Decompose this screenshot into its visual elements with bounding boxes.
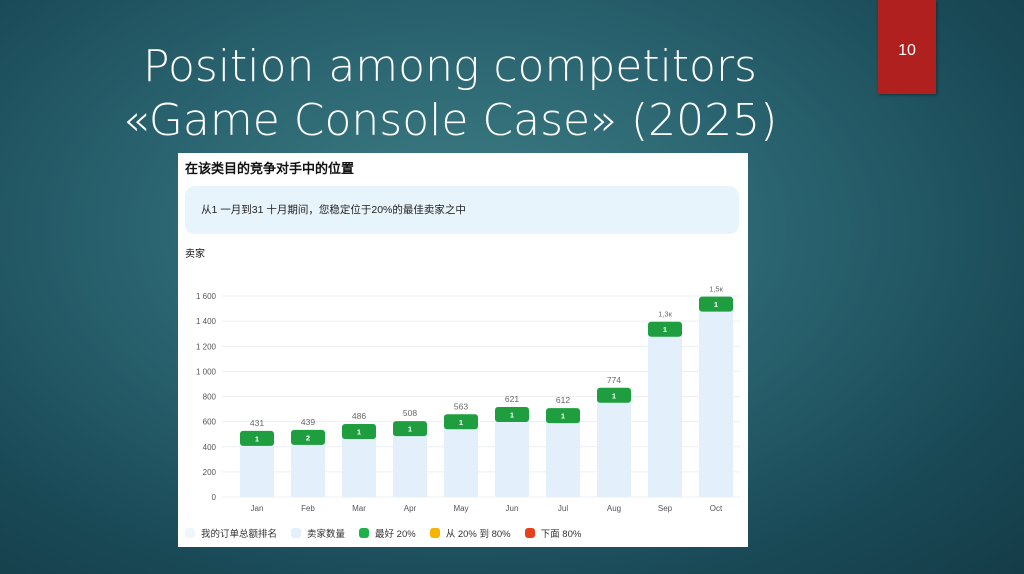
y-tick-label: 800 [203, 393, 217, 402]
rank-badge [444, 414, 478, 430]
rank-label: 1 [714, 300, 718, 309]
legend-label: 卖家数量 [307, 529, 346, 540]
legend-swatch [429, 528, 440, 538]
rank-label: 1 [459, 418, 463, 427]
legend-swatch [359, 528, 370, 538]
rank-badge [393, 421, 427, 437]
rank-badge [546, 408, 580, 424]
y-tick-label: 600 [203, 418, 217, 427]
rank-label: 2 [306, 433, 310, 442]
info-banner: 从1 一月到31 十月期间，您稳定位于20%的最佳卖家之中 [185, 186, 739, 234]
rank-badge [495, 406, 529, 422]
bar [342, 435, 376, 497]
bar [444, 426, 478, 497]
rank-badge [699, 296, 733, 312]
rank-label: 1 [663, 325, 667, 334]
rank-badge [342, 423, 376, 439]
legend-item[interactable]: 最好 20% [359, 526, 416, 540]
bar [291, 441, 325, 497]
y-axis-title: 卖家 [185, 249, 205, 260]
x-tick-label: Jul [558, 504, 568, 513]
chart-panel: 在该类目的竞争对手中的位置 从1 一月到31 十月期间，您稳定位于20%的最佳卖… [178, 153, 748, 547]
legend-label: 我的订单总额排名 [201, 529, 278, 540]
slide-title: Position among competitors «Game Console … [100, 40, 800, 148]
legend-label: 最好 20% [375, 529, 416, 540]
value-label: 1,3к [658, 310, 672, 319]
value-label: 621 [505, 394, 519, 404]
y-tick-label: 1 000 [196, 367, 217, 376]
legend-swatch [291, 528, 302, 538]
bar [393, 433, 427, 497]
value-label: 563 [454, 401, 468, 411]
bar [495, 418, 529, 497]
rank-badge [291, 429, 325, 445]
rank-badge [240, 430, 274, 446]
bar [648, 333, 682, 497]
y-tick-label: 200 [203, 468, 217, 477]
legend-swatch [185, 528, 195, 538]
rank-badge [648, 321, 682, 337]
slide-number: 10 [878, 0, 936, 94]
bar-chart: 0 200 400 600 800 1 000 1 200 1 400 1 600 1 431 Jan… [196, 285, 740, 513]
x-tick-label: Feb [301, 504, 315, 513]
rank-label: 1 [510, 410, 514, 419]
x-tick-label: Aug [607, 504, 621, 513]
rank-badge [597, 387, 631, 403]
y-tick-label: 1 400 [196, 317, 217, 326]
rank-label: 1 [612, 391, 616, 400]
rank-label: 1 [561, 412, 565, 421]
x-tick-label: Jun [506, 504, 519, 513]
title-line-1: Position among competitors [143, 41, 757, 92]
x-tick-label: May [453, 504, 468, 513]
x-tick-label: Apr [404, 504, 417, 513]
legend-label: 下面 80% [540, 529, 582, 540]
legend-item[interactable]: 我的订单总额排名 [185, 526, 277, 540]
panel-heading: 在该类目的竞争对手中的位置 [185, 161, 355, 176]
legend: 我的订单总额排名 卖家数量 最好 20% 从 20% 到 80% 下面 80% [185, 526, 581, 540]
y-tick-label: 1 200 [196, 342, 217, 351]
rank-label: 1 [408, 425, 412, 434]
value-label: 1,5к [709, 285, 723, 294]
bar [240, 442, 274, 497]
legend-item[interactable]: 下面 80% [524, 526, 582, 540]
value-label: 508 [403, 408, 417, 418]
x-tick-label: Jan [251, 504, 264, 513]
title-line-2: «Game Console Case» (2025) [122, 95, 778, 146]
rank-label: 1 [255, 434, 259, 443]
value-label: 431 [250, 418, 264, 428]
y-tick-label: 400 [203, 443, 217, 452]
x-tick-label: Mar [352, 504, 366, 513]
bar [546, 420, 580, 497]
value-label: 439 [301, 417, 315, 427]
legend-label: 从 20% 到 80% [445, 529, 511, 540]
legend-swatch [524, 528, 535, 538]
value-label: 774 [607, 375, 621, 385]
x-tick-label: Oct [710, 504, 723, 513]
legend-item[interactable]: 卖家数量 [291, 526, 345, 540]
value-label: 612 [556, 395, 570, 405]
value-label: 486 [352, 411, 366, 421]
y-tick-label: 1 600 [196, 292, 217, 301]
bar [597, 399, 631, 497]
x-tick-label: Sep [658, 504, 673, 513]
rank-label: 1 [357, 427, 361, 436]
legend-item[interactable]: 从 20% 到 80% [429, 526, 511, 540]
bar [699, 308, 733, 497]
y-tick-label: 0 [212, 493, 217, 502]
